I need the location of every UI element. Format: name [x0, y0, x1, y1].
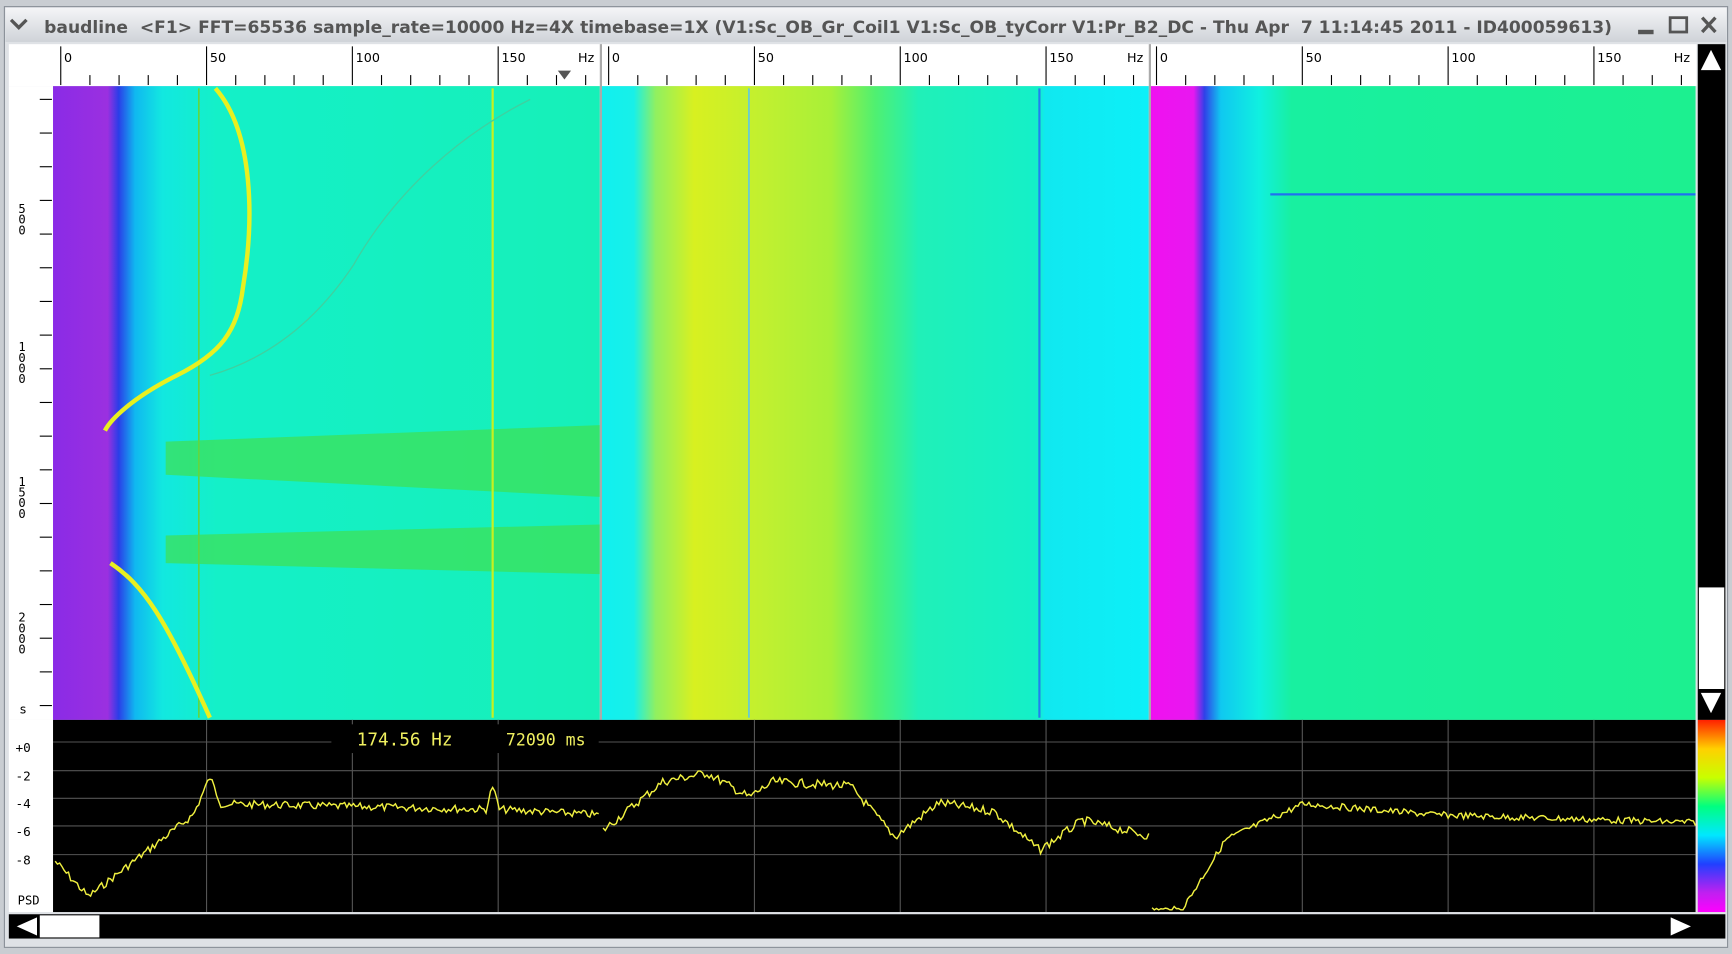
- spectrogram: [53, 86, 1696, 720]
- color-bar: [1698, 720, 1726, 912]
- psd-tick-label: +0: [15, 740, 30, 755]
- frequency-tick-label: 100: [904, 50, 928, 65]
- frequency-tick-label: 0: [64, 50, 72, 65]
- frequency-tick-label: 50: [1306, 50, 1322, 65]
- frequency-tick-label: 150: [1049, 50, 1073, 65]
- time-unit: s: [20, 702, 26, 716]
- frequency-tick-label: 0: [1160, 50, 1168, 65]
- psd-tick-label: -4: [15, 796, 31, 811]
- page: {"window": {"title": "baudline <F1> FFT=…: [0, 0, 1732, 954]
- frequency-ruler: [9, 44, 1697, 86]
- frequency-unit: Hz: [1127, 50, 1144, 65]
- psd-tick-label: -8: [15, 853, 30, 868]
- readout-time: 72090 ms: [506, 730, 586, 749]
- frequency-tick-label: 100: [356, 50, 380, 65]
- psd-tick-label: -6: [15, 824, 30, 839]
- psd-label: PSD: [18, 893, 40, 907]
- readout-frequency: 174.56 Hz: [357, 730, 453, 750]
- frequency-tick-label: 50: [210, 50, 226, 65]
- time-tick-label: 500: [15, 202, 29, 234]
- frequency-tick-label: 50: [758, 50, 774, 65]
- time-tick-label: 2000: [15, 611, 29, 654]
- spectrogram-panel: [1150, 86, 1696, 720]
- scroll-thumb[interactable]: [1699, 587, 1724, 689]
- time-tick-label: 1000: [15, 340, 29, 383]
- frequency-tick-label: 0: [612, 50, 620, 65]
- spectrogram-panel: [601, 86, 1149, 720]
- minimize-button[interactable]: [1638, 30, 1653, 34]
- time-tick-label: 1500: [15, 475, 29, 518]
- horizontal-scrollbar[interactable]: [9, 914, 1726, 938]
- frequency-tick-label: 150: [501, 50, 525, 65]
- frequency-tick-label: 150: [1597, 50, 1621, 65]
- frequency-tick-label: 100: [1451, 50, 1475, 65]
- frequency-unit: Hz: [578, 50, 595, 65]
- psd-tick-label: -2: [15, 769, 30, 784]
- scroll-thumb[interactable]: [40, 915, 100, 937]
- frequency-unit: Hz: [1674, 50, 1691, 65]
- baudline-window: baudline <F1> FFT=65536 sample_rate=1000…: [0, 0, 1732, 954]
- window-title: baudline <F1> FFT=65536 sample_rate=1000…: [44, 18, 1612, 38]
